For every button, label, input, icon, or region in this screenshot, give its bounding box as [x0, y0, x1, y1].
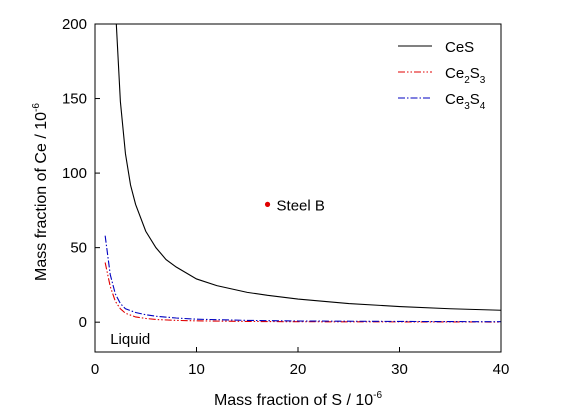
x-axis-label: Mass fraction of S / 10-6: [214, 390, 383, 409]
series-line-ces: [115, 24, 501, 311]
legend-label-ce3s4: Ce3S4: [445, 91, 486, 112]
plot-frame: [94, 23, 502, 353]
x-tick-label: 20: [290, 361, 307, 378]
point-marker: [264, 201, 271, 207]
y-axis-label: Mass fraction of Ce / 10-6: [31, 103, 50, 281]
point-label: Steel B: [277, 197, 325, 214]
x-tick-label: 10: [188, 361, 205, 378]
legend-label-ces: CeS: [445, 39, 474, 56]
y-tick-label: 50: [70, 240, 87, 257]
x-tick-label: 30: [391, 361, 408, 378]
y-tick-label: 0: [79, 314, 87, 331]
series-line-ce2s3: [104, 262, 501, 323]
series-line-ce3s4: [104, 235, 501, 323]
x-tick-label: 0: [91, 361, 99, 378]
legend-label-ce2s3: Ce2S3: [445, 65, 486, 86]
y-tick-label: 150: [62, 91, 87, 108]
region-label: Liquid: [110, 331, 150, 348]
y-tick-label: 100: [62, 165, 87, 182]
y-tick-label: 200: [62, 16, 87, 33]
x-tick-label: 40: [493, 361, 510, 378]
